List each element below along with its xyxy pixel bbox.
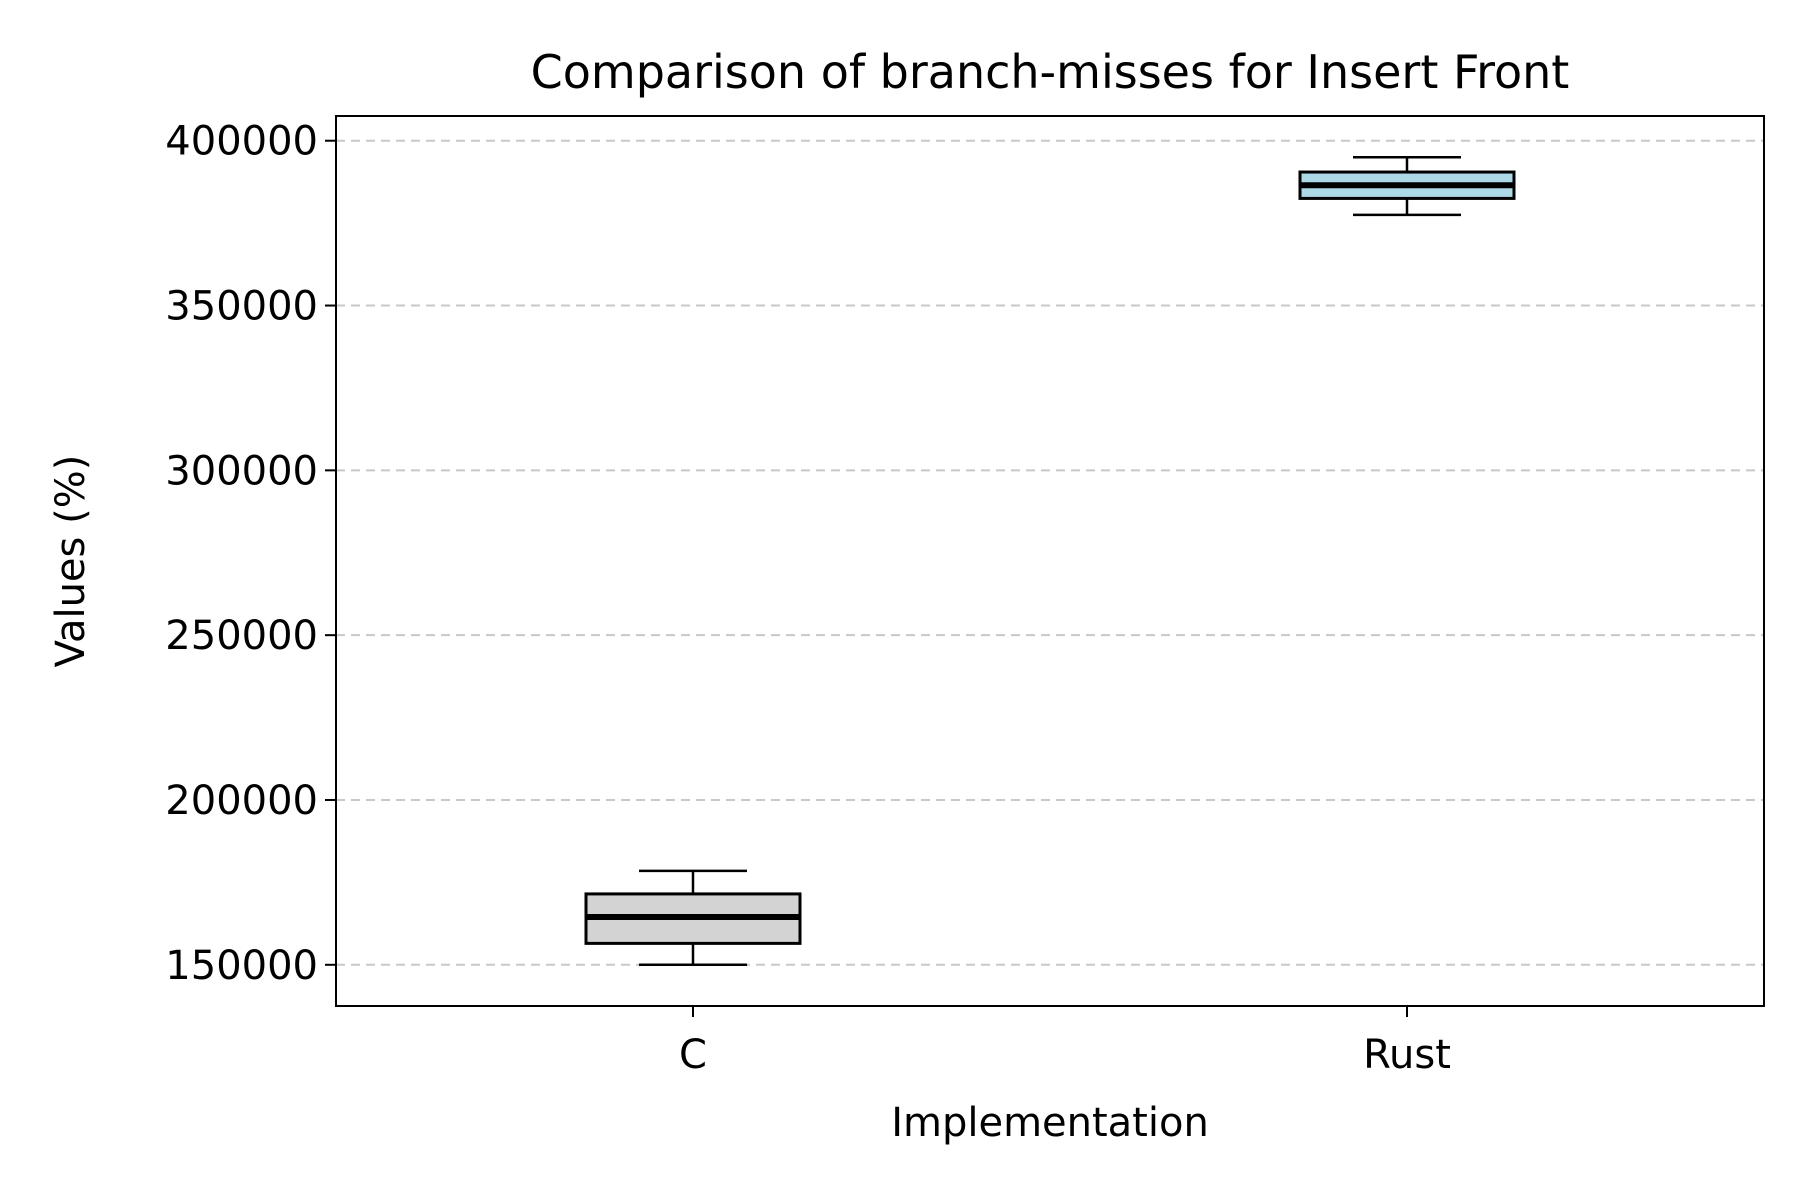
y-tick-label: 350000 — [165, 284, 318, 330]
y-tick-label: 150000 — [165, 943, 318, 989]
y-tick-label: 300000 — [165, 448, 318, 494]
plot-frame — [335, 115, 1765, 1007]
x-tick-label: Rust — [1363, 1032, 1451, 1078]
y-tick-label: 200000 — [165, 778, 318, 824]
y-tick-label: 400000 — [165, 119, 318, 165]
x-axis-label: Implementation — [891, 1100, 1209, 1146]
chart-title: Comparison of branch-misses for Insert F… — [531, 45, 1570, 99]
y-tick-label: 250000 — [165, 613, 318, 659]
x-tick-label: C — [679, 1032, 707, 1078]
grid-lines — [336, 139, 1764, 966]
box-c — [584, 869, 802, 967]
y-axis-label: Values (%) — [48, 455, 94, 668]
box-rust — [1298, 155, 1516, 217]
box-series — [584, 155, 1516, 967]
x-axis: C Rust — [679, 1006, 1451, 1078]
y-axis: 150000 200000 250000 300000 350000 400000 — [165, 119, 336, 989]
